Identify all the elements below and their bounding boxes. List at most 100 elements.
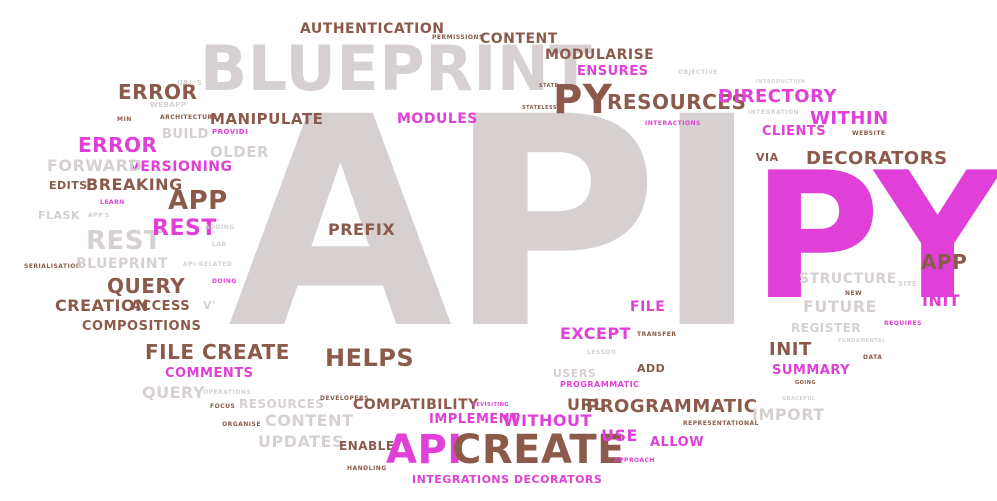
word-add: ADD bbox=[637, 362, 666, 375]
word-breaking: BREAKING bbox=[86, 175, 183, 194]
word-py-medium: PY bbox=[553, 77, 613, 123]
word-site: SITE bbox=[898, 280, 918, 288]
word-init-brown: INIT bbox=[769, 339, 812, 360]
word-developers: DEVELOPERS bbox=[320, 395, 369, 402]
word-architecture: ARCHITECTURE bbox=[160, 114, 218, 121]
word-authentication: AUTHENTICATION bbox=[300, 21, 445, 37]
word-decorators-right: DECORATORS bbox=[806, 148, 948, 169]
word-ensures: ENSURES bbox=[577, 64, 649, 79]
word-new: NEW bbox=[845, 290, 863, 297]
word-providi: PROVIDI bbox=[212, 128, 249, 136]
word-summary: SUMMARY bbox=[772, 363, 851, 378]
word-fundamental: FUNDAMENTAL bbox=[838, 338, 886, 344]
word-file-create: FILE CREATE bbox=[145, 340, 290, 364]
word-data: DATA bbox=[863, 354, 883, 361]
word-edits: EDITS bbox=[49, 179, 88, 192]
word-objective: OBJECTIVE bbox=[678, 69, 718, 76]
word-build: BUILD bbox=[162, 127, 209, 142]
word-resources-small: RESOURCES bbox=[239, 397, 325, 411]
word-comments: COMMENTS bbox=[165, 366, 254, 381]
word-import: IMPORT bbox=[752, 405, 825, 424]
word-learn: LEARN bbox=[100, 199, 125, 206]
word-prefix: PREFIX bbox=[328, 220, 396, 239]
word-older: OLDER bbox=[210, 143, 270, 161]
word-file-right: FILE bbox=[630, 299, 666, 315]
word-py-large: PY bbox=[752, 136, 997, 339]
word-organise: ORGANISE bbox=[222, 421, 261, 428]
word-creation: CREATION bbox=[55, 296, 149, 315]
word-url-s: URL'S bbox=[177, 79, 203, 87]
word-api-bottom: API bbox=[386, 427, 463, 473]
word-helps: HELPS bbox=[325, 344, 415, 372]
word-focus: FOCUS bbox=[210, 403, 236, 410]
word-future: FUTURE bbox=[803, 297, 878, 316]
word-adding: ADDING bbox=[205, 224, 235, 231]
word-init-magenta: INIT bbox=[922, 291, 961, 310]
word-api-related: API-RELATED bbox=[183, 261, 233, 268]
word-v: V' bbox=[203, 299, 216, 312]
word-representational: REPRESENTATIONAL bbox=[683, 420, 759, 427]
word-within: WITHIN bbox=[810, 108, 889, 129]
word-operations: OPERATIONS bbox=[203, 389, 252, 396]
word-integration: INTEGRATION bbox=[748, 109, 800, 116]
word-webapp: WEBAPP bbox=[150, 101, 187, 109]
word-lesson: LESSON bbox=[587, 349, 617, 356]
word-min: MIN bbox=[117, 116, 132, 123]
word-without: WITHOUT bbox=[503, 411, 592, 430]
word-except: EXCEPT bbox=[560, 324, 632, 343]
word-transfer: TRANSFER bbox=[637, 331, 677, 338]
word-flask: FLASK bbox=[38, 209, 80, 222]
word-app-right: APP bbox=[921, 250, 968, 274]
word-programmatic-small: PROGRAMMATIC bbox=[560, 380, 640, 389]
word-rest-magenta: REST bbox=[152, 216, 217, 241]
word-implement: IMPLEMENT bbox=[429, 412, 520, 427]
word-directory: DIRECTORY bbox=[718, 86, 837, 107]
word-requires: REQUIRES bbox=[884, 320, 922, 327]
word-compatibility: COMPATIBILITY bbox=[353, 397, 479, 413]
word-modularise: MODULARISE bbox=[545, 47, 655, 63]
word-programmatic-big: PROGRAMMATIC bbox=[586, 396, 758, 417]
word-enable: ENABLE bbox=[339, 439, 395, 453]
word-allow: ALLOW bbox=[650, 435, 705, 450]
word-content-top: CONTENT bbox=[480, 31, 558, 47]
word-forward: FORWARD bbox=[47, 156, 143, 175]
word-blueprint-large: BLUEPRINT bbox=[200, 32, 593, 105]
word-state: STATE bbox=[539, 83, 559, 89]
word-doing: DOING bbox=[212, 278, 237, 285]
word-clients: CLIENTS bbox=[762, 124, 827, 139]
word-error-top: ERROR bbox=[118, 80, 198, 104]
word-manipulate: MANIPULATE bbox=[210, 110, 324, 128]
word-revisiting: REVISITING bbox=[472, 402, 510, 408]
word-graceful: GRACEFUL bbox=[782, 396, 816, 402]
word-error-mid: ERROR bbox=[78, 133, 158, 157]
word-content-mid: CONTENT bbox=[265, 411, 354, 430]
word-create-bottom: CREATE bbox=[452, 427, 625, 473]
word-api-large: API bbox=[228, 56, 761, 393]
word-app-mid: APP bbox=[168, 186, 228, 216]
word-use: USE bbox=[601, 426, 638, 445]
word-serialisation: SERIALISATION bbox=[24, 263, 82, 270]
word-introduction: INTRODUCTION bbox=[756, 79, 806, 85]
word-approach: APPROACH bbox=[614, 457, 656, 464]
word-updates: UPDATES bbox=[258, 432, 345, 451]
word-users: USERS bbox=[553, 367, 597, 380]
word-lab: LAB bbox=[212, 241, 227, 248]
word-app-s: APP'S bbox=[88, 212, 111, 219]
word-access: ACCESS bbox=[131, 299, 191, 314]
word-handling: HANDLING bbox=[347, 465, 387, 472]
word-compositions: COMPOSITIONS bbox=[82, 319, 202, 334]
word-via: VIA bbox=[756, 151, 779, 164]
word-modules: MODULES bbox=[397, 111, 478, 127]
word-resources-top: RESOURCES bbox=[607, 90, 747, 114]
word-going: GOING bbox=[795, 380, 817, 386]
word-permissions: PERMISSIONS bbox=[432, 34, 484, 41]
word-structure: STRUCTURE bbox=[799, 271, 897, 287]
word-url: URL bbox=[567, 395, 605, 414]
word-versioning: VERSIONING bbox=[129, 159, 233, 175]
word-website: WEBSITE bbox=[852, 130, 886, 137]
word-query-gray: QUERY bbox=[142, 383, 206, 402]
word-rest-gray: REST bbox=[86, 226, 163, 256]
word-register: REGISTER bbox=[791, 321, 862, 335]
word-interactions: INTERACTIONS bbox=[645, 120, 701, 127]
